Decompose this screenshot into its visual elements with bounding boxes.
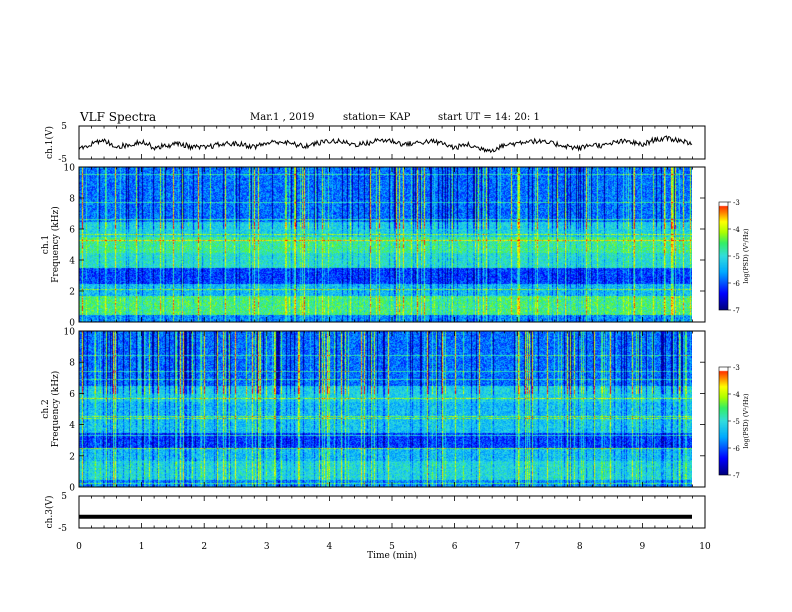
y-tick-label: 10 [64, 164, 76, 174]
y-axis-label: Frequency (kHz) [50, 371, 61, 448]
x-tick-label: 3 [264, 542, 270, 552]
colorbar-tick-label: -4 [733, 226, 740, 234]
y-tick-label: 5 [61, 122, 67, 132]
y-tick-label: 4 [69, 257, 75, 267]
spectrogram-raster [79, 167, 692, 322]
colorbar-tick-label: -7 [733, 472, 740, 480]
y-tick-label: 2 [69, 452, 75, 462]
date-label: Mar.1 , 2019 [250, 112, 315, 123]
x-tick-label: 6 [452, 542, 458, 552]
colorbar-raster [719, 367, 728, 475]
x-tick-label: 5 [389, 542, 395, 552]
y-tick-label: 5 [61, 492, 67, 502]
start-time-label: start UT = 14: 20: 1 [438, 112, 540, 123]
colorbar-label: log(PSD) (V²/Hz) [742, 228, 750, 283]
y-tick-label: 6 [69, 390, 75, 400]
y-axis-label: ch.1(V) [44, 126, 55, 159]
colorbars-group: -3 -4 -5 -6 -7 log(PSD) (V²/Hz) -3 -4 -5 -6 -7 log(… [718, 199, 750, 480]
x-tick-label: 10 [699, 542, 711, 552]
x-tick-label: 0 [76, 542, 82, 552]
x-tick-label: 9 [640, 542, 646, 552]
colorbar-raster [719, 202, 728, 310]
colorbar-tick-label: -5 [733, 418, 740, 426]
y-tick-label: 8 [69, 195, 75, 205]
ch2-spectrogram-plot [79, 331, 692, 487]
y-tick-label: 0 [69, 484, 75, 494]
y-tick-label: 6 [69, 226, 75, 236]
y-tick-label: -5 [58, 155, 67, 165]
y-tick-label: 8 [69, 359, 75, 369]
ch1-spectrogram-plot [79, 167, 692, 322]
x-axis-label: Time (min) [367, 550, 417, 561]
y-axis-label: ch.3(V) [44, 496, 55, 529]
ch1-waveform-plot [78, 135, 693, 154]
x-tick-label: 8 [577, 542, 583, 552]
x-tick-label: 1 [139, 542, 145, 552]
colorbar-tick-label: -3 [733, 199, 740, 207]
y-axis-label: Frequency (kHz) [50, 206, 61, 283]
colorbar-label: log(PSD) (V²/Hz) [742, 393, 750, 448]
spectrogram-raster [79, 331, 692, 487]
x-tick-label: 4 [327, 542, 333, 552]
y-tick-label: -5 [58, 524, 67, 534]
colorbar-tick-label: -6 [733, 280, 740, 288]
station-label: station= KAP [343, 112, 411, 123]
x-tick-label: 2 [201, 542, 207, 552]
ch1-waveform-line [78, 135, 693, 154]
colorbar-tick-label: -4 [733, 391, 740, 399]
y-tick-label: 0 [69, 319, 75, 329]
colorbar-tick-label: -5 [733, 253, 740, 261]
y-axis-label: ch.2 [41, 399, 51, 418]
colorbar-tick-label: -7 [733, 307, 740, 315]
y-tick-label: 4 [69, 421, 75, 431]
y-tick-label: 10 [64, 328, 76, 338]
y-axis-label: ch.1 [41, 235, 51, 254]
y-tick-label: 2 [69, 288, 75, 298]
colorbar-tick-label: -6 [733, 445, 740, 453]
figure-title: VLF Spectra [80, 110, 157, 124]
colorbar-tick-label: -3 [733, 364, 740, 372]
x-tick-label: 7 [514, 542, 520, 552]
